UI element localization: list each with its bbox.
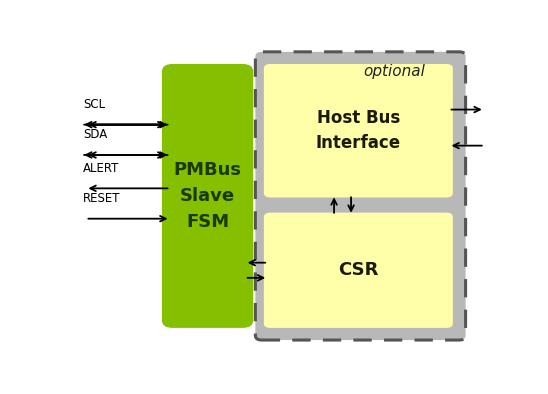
FancyBboxPatch shape [264, 64, 453, 197]
Text: optional: optional [363, 64, 425, 79]
FancyBboxPatch shape [162, 64, 253, 328]
Text: RESET: RESET [83, 192, 121, 205]
Text: Host Bus
Interface: Host Bus Interface [316, 109, 401, 152]
FancyBboxPatch shape [255, 52, 466, 340]
Text: SCL: SCL [83, 98, 105, 111]
Text: ALERT: ALERT [83, 162, 120, 175]
FancyBboxPatch shape [264, 213, 453, 328]
Text: PMBus
Slave
FSM: PMBus Slave FSM [174, 160, 242, 231]
Text: SDA: SDA [83, 128, 107, 141]
Text: CSR: CSR [338, 261, 379, 279]
